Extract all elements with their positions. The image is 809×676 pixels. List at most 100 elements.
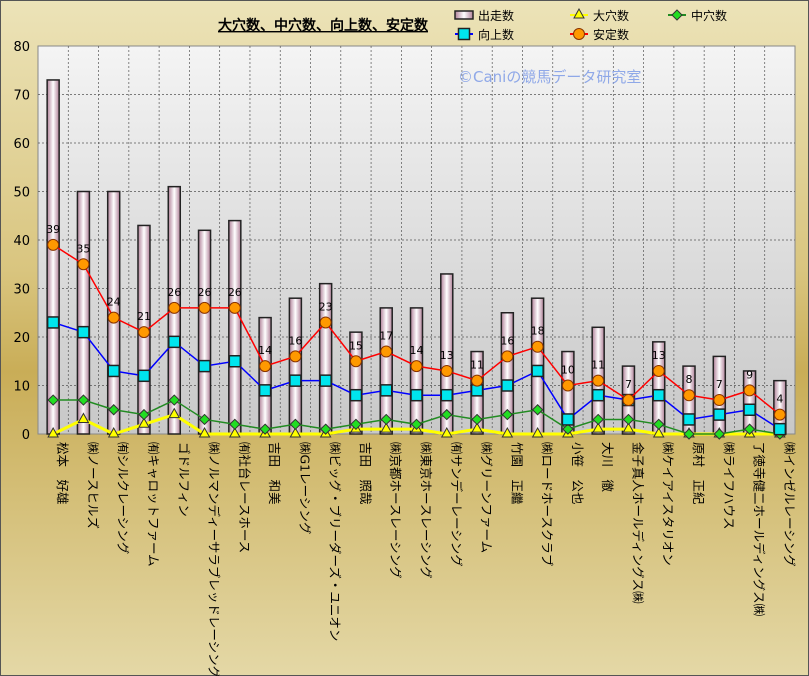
data-label: 16 <box>500 334 514 347</box>
chart-title: 大穴数、中穴数、向上数、安定数 <box>218 17 429 34</box>
point-中穴数 <box>77 394 90 406</box>
data-label: 17 <box>379 330 393 343</box>
point-安定数 <box>440 364 453 377</box>
data-label: 9 <box>746 368 753 381</box>
point-中穴数 <box>410 418 423 431</box>
point-安定数 <box>561 379 574 392</box>
point-大穴数 <box>652 426 665 438</box>
point-向上数 <box>410 388 423 402</box>
point-向上数 <box>198 359 211 373</box>
point-大穴数 <box>380 422 393 433</box>
point-安定数 <box>743 384 756 397</box>
point-中穴数 <box>683 428 695 440</box>
y-tick-label: 10 <box>13 380 30 395</box>
point-安定数 <box>77 258 90 271</box>
point-大穴数 <box>138 417 150 428</box>
point-向上数 <box>77 325 90 339</box>
point-安定数 <box>349 355 362 368</box>
data-label: 39 <box>46 223 60 236</box>
point-大穴数 <box>592 422 605 433</box>
point-向上数 <box>773 422 787 436</box>
y-tick-label: 20 <box>13 331 30 346</box>
point-安定数 <box>531 340 544 353</box>
point-向上数 <box>652 388 665 402</box>
x-tick-label: ㈱京都ホースレーシング <box>388 442 403 579</box>
x-tick-label: ㈱ノルマンディーサラブレッドレーシング <box>207 442 222 676</box>
point-安定数 <box>107 311 120 324</box>
x-tick-label: ㈱ケイアイスタリオン <box>661 442 676 566</box>
x-tick-label: ㈱東京ホースレーシング <box>419 442 434 579</box>
data-label: 26 <box>228 286 242 299</box>
point-中穴数 <box>743 423 756 435</box>
legend-swatch <box>454 10 474 20</box>
data-label: 24 <box>107 296 121 309</box>
x-tick-label: ㈱ノースヒルズ <box>85 442 100 529</box>
x-tick-label: ㈲シルクレーシング <box>116 442 131 554</box>
data-label: 23 <box>319 300 333 313</box>
point-中穴数 <box>713 428 726 440</box>
point-向上数 <box>591 388 605 402</box>
data-label: 11 <box>591 359 605 372</box>
point-向上数 <box>289 374 302 387</box>
x-tick-label: ㈲サンデーレーシング <box>449 442 464 567</box>
point-向上数 <box>440 388 454 402</box>
x-tick-label: ㈱ロードホースクラブ <box>540 442 555 567</box>
legend-label: 安定数 <box>593 27 629 42</box>
data-label: 16 <box>288 334 302 347</box>
data-label: 18 <box>531 325 545 338</box>
y-tick-label: 50 <box>13 186 30 201</box>
point-向上数 <box>531 364 544 378</box>
point-中穴数 <box>289 418 302 431</box>
data-label: 7 <box>625 378 632 391</box>
point-向上数 <box>168 335 181 349</box>
x-tick-label: 吉田 和美 <box>267 442 282 505</box>
point-安定数 <box>137 326 150 339</box>
point-向上数 <box>46 316 60 329</box>
point-中穴数 <box>229 418 241 431</box>
watermark: ©Caniの競馬データ研究室 <box>458 68 641 86</box>
point-中穴数 <box>47 394 59 406</box>
legend-label: 出走数 <box>478 8 514 23</box>
point-大穴数 <box>107 426 120 438</box>
point-安定数 <box>259 360 272 373</box>
data-label: 15 <box>349 339 363 352</box>
x-tick-label: 松本 好雄 <box>55 442 70 505</box>
x-tick-label: 原村 正紀 <box>691 442 706 505</box>
y-tick-label: 30 <box>13 283 30 298</box>
bar-出走数 <box>76 190 91 435</box>
data-label: 13 <box>440 349 454 362</box>
point-向上数 <box>228 355 242 368</box>
point-安定数 <box>713 394 726 407</box>
x-tick-label: 金子真人ホールディングス㈱ <box>630 442 645 604</box>
x-tick-label: ㈱ビッグ・ブリーダーズ・ユニオン <box>328 442 343 641</box>
x-tick-label: 竹園 正繼 <box>509 442 524 505</box>
point-大穴数 <box>531 426 544 438</box>
x-tick-label: 小笹 公也 <box>570 442 585 505</box>
bar-出走数 <box>258 316 272 435</box>
x-tick-label: ㈲キャロットファーム <box>146 442 161 567</box>
x-tick-label: 了徳寺健二ホールディングス㈱ <box>752 442 767 617</box>
point-安定数 <box>773 408 786 421</box>
point-向上数 <box>258 384 272 397</box>
x-tick-label: ㈱グリーンファーム <box>479 442 494 553</box>
legend-label: 大穴数 <box>593 8 629 23</box>
y-tick-label: 70 <box>13 89 30 104</box>
data-label: 13 <box>652 349 666 362</box>
data-label: 35 <box>76 242 90 255</box>
legend-label: 向上数 <box>478 27 514 42</box>
point-中穴数 <box>138 408 150 421</box>
legend-marker <box>671 9 683 21</box>
point-大穴数 <box>198 426 211 438</box>
data-label: 7 <box>716 378 723 391</box>
point-安定数 <box>652 364 665 377</box>
x-tick-label: 大川 徹 <box>600 442 615 493</box>
point-中穴数 <box>168 394 180 406</box>
point-中穴数 <box>592 413 604 426</box>
data-label: 4 <box>776 393 783 406</box>
point-安定数 <box>198 301 211 314</box>
point-向上数 <box>713 408 726 421</box>
bar-出走数 <box>46 79 60 435</box>
bar-出走数 <box>197 229 212 435</box>
point-中穴数 <box>380 413 392 426</box>
